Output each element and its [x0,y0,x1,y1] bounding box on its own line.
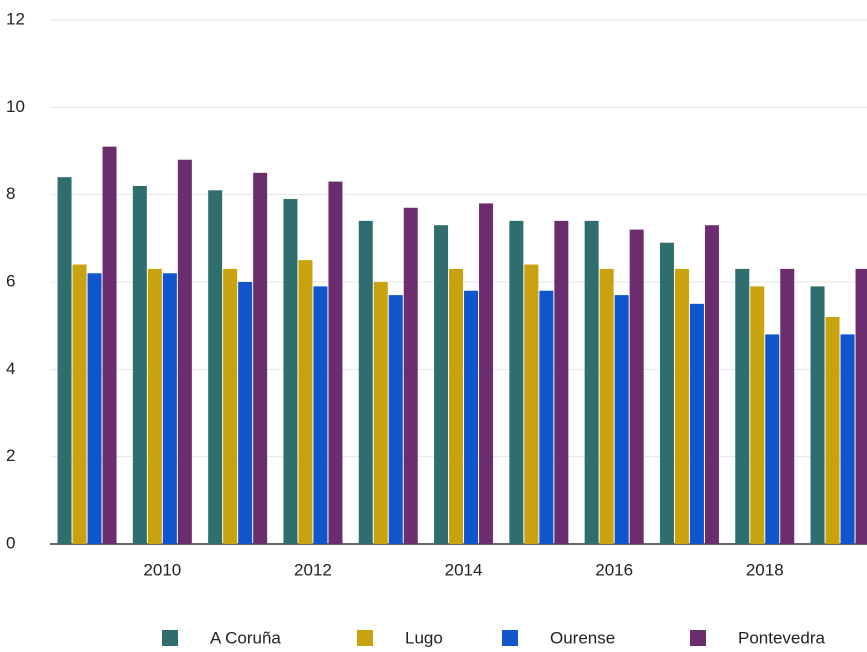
bar [599,268,614,544]
y-tick-label: 12 [6,9,25,28]
bar [674,268,689,544]
bar [177,159,192,544]
bar [238,282,253,544]
bar [614,295,629,544]
bar [403,207,418,544]
bar [313,286,328,544]
bar [102,146,117,544]
bar [57,177,72,544]
legend-label: Ourense [550,628,615,647]
bar [765,334,780,544]
bar [283,199,298,545]
bar [434,225,449,544]
legend-label: A Coruña [210,628,281,647]
bar [840,334,855,544]
bar [223,268,238,544]
x-tick-label: 2012 [294,560,332,579]
bar [328,181,343,545]
bar [810,286,825,544]
legend-label: Pontevedra [738,628,825,647]
x-tick-label: 2016 [595,560,633,579]
bar [735,268,750,544]
y-tick-label: 10 [6,97,25,116]
bar [162,273,177,544]
bar [750,286,765,544]
bar [449,268,464,544]
bar [147,268,162,544]
bar [825,316,840,544]
bar [479,203,494,544]
bar [704,225,719,544]
x-tick-label: 2014 [445,560,483,579]
bar [629,229,644,544]
bar [524,264,539,544]
y-tick-label: 8 [6,184,15,203]
bar [388,295,403,544]
bar [298,260,313,544]
bar [689,303,704,544]
bar [464,290,479,544]
legend-swatch [502,630,518,646]
y-tick-label: 6 [6,271,15,290]
x-tick-label: 2018 [746,560,784,579]
y-tick-label: 4 [6,359,15,378]
bar [87,273,102,544]
bar [358,220,373,544]
legend-swatch [357,630,373,646]
bar [855,268,867,544]
bar [554,220,569,544]
y-tick-label: 2 [6,446,15,465]
bar [72,264,87,544]
bar [539,290,554,544]
legend-label: Lugo [405,628,443,647]
y-tick-label: 0 [6,533,15,552]
bar [132,185,147,544]
x-tick-label: 2010 [143,560,181,579]
bar [509,220,524,544]
bar [208,190,223,545]
bar [584,220,599,544]
bar [780,268,795,544]
legend-swatch [162,630,178,646]
legend-swatch [690,630,706,646]
bar [373,282,388,544]
bar [253,172,268,545]
bar [659,242,674,544]
